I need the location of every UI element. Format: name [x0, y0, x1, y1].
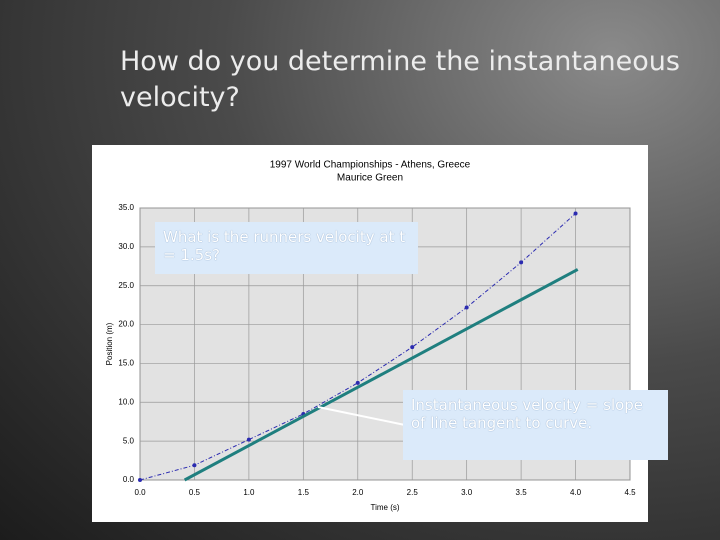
chart-title: 1997 World Championships - Athens, Greec…: [270, 160, 471, 171]
data-point: [192, 463, 197, 468]
data-point: [410, 345, 415, 350]
x-tick-label: 1.0: [243, 488, 255, 497]
callout: What is the runners velocity at t = 1.5s…: [155, 222, 418, 274]
y-tick-label: 30.0: [118, 242, 134, 251]
y-tick-label: 10.0: [118, 397, 134, 406]
x-tick-label: 3.5: [516, 488, 528, 497]
y-tick-label: 15.0: [118, 359, 134, 368]
y-tick-label: 35.0: [118, 203, 134, 212]
x-tick-label: 3.0: [461, 488, 473, 497]
x-tick-label: 2.0: [352, 488, 364, 497]
data-point: [246, 437, 251, 442]
y-tick-label: 0.0: [123, 475, 135, 484]
marks: 0.0 5.0 10.0 15.0 20.0 25.0 30.0 35.0 0.0 0.5 1.0 1…: [118, 203, 636, 497]
x-axis-label: Time (s): [370, 503, 399, 512]
data-point: [355, 380, 360, 385]
callout: Instantaneous velocity = slope of line t…: [403, 390, 668, 460]
slide-title: How do you determine the instantaneous v…: [120, 46, 680, 113]
x-tick-label: 4.0: [570, 488, 582, 497]
callout-arrow: [317, 406, 406, 426]
data-point: [138, 478, 142, 482]
chart-subtitle: Maurice Green: [337, 173, 403, 184]
y-tick-label: 5.0: [123, 436, 135, 445]
data-point: [464, 305, 469, 310]
data-point: [573, 211, 578, 216]
x-tick-label: 4.5: [624, 488, 636, 497]
y-tick-label: 20.0: [118, 320, 134, 329]
x-tick-label: 2.5: [407, 488, 419, 497]
series-line: [183, 268, 579, 482]
data-point: [519, 260, 524, 265]
x-tick-label: 0.0: [134, 488, 146, 497]
x-tick-label: 1.5: [298, 488, 310, 497]
y-axis-label: Position (m): [105, 322, 114, 365]
y-tick-label: 25.0: [118, 281, 134, 290]
x-tick-label: 0.5: [189, 488, 201, 497]
